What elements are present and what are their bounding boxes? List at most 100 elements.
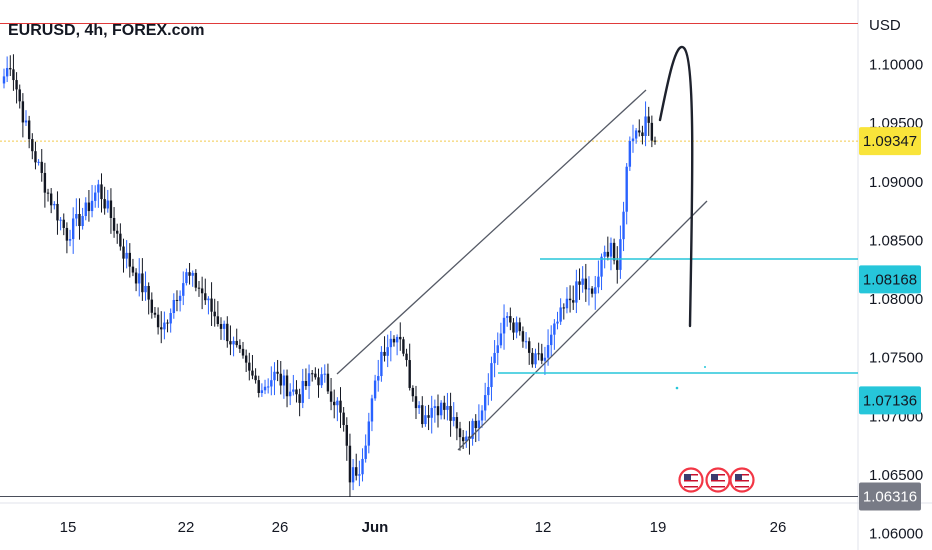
candle-body [389,338,393,348]
candle-body [546,345,550,358]
candle [515,316,518,339]
candle-body [222,323,226,329]
candle-body [9,68,12,70]
candle-body [185,272,188,284]
candle [49,188,53,214]
candle [279,360,282,395]
candle-body [62,219,65,228]
candle [288,383,292,406]
candle [383,336,386,362]
candle [144,271,147,301]
candle [653,136,657,145]
candle [581,266,584,293]
candle [540,343,543,365]
candle-body [175,299,179,301]
candle-body [483,395,487,411]
candle [483,382,487,421]
candle-body [496,345,499,353]
candle-body [392,338,396,343]
candle [638,119,641,137]
candle [606,236,610,261]
candle [210,282,213,326]
currency-label: USD [869,17,901,34]
candle-body [417,405,421,409]
candle [505,312,509,327]
candle [112,207,116,238]
candle [367,412,371,454]
candle-body [323,373,326,375]
candle-body [163,322,166,330]
projection-arrow-path[interactable] [658,45,694,328]
candle-body [446,405,449,410]
candle [320,367,323,388]
us-flag-event-icon-3[interactable] [729,467,755,493]
candle-body [257,380,260,393]
candle-body [449,405,452,421]
candle [490,356,493,401]
channel-upper-trendline[interactable] [336,89,647,375]
drawings[interactable] [336,45,858,451]
time-axis-ticks: 15 22 26 Jun 12 19 26 [60,519,787,536]
candle-body [518,322,521,332]
candle [194,269,198,292]
candle [87,190,91,222]
time-tick-label: 12 [535,519,552,536]
candle-body [383,351,386,356]
candle-body [650,122,654,141]
channel-lower-trendline[interactable] [457,200,708,451]
candle [439,400,443,420]
time-tick-label: 22 [178,519,195,536]
candle [531,348,534,368]
us-flag-event-icon-2[interactable] [705,467,731,493]
candle-body [131,266,135,273]
candle [12,54,15,91]
candle [348,433,352,497]
candle [584,263,588,302]
candle-body [364,445,367,459]
candle [163,311,166,340]
candlestick-series [2,54,657,497]
candle [178,290,182,312]
candle [587,276,591,306]
candle-body [373,380,377,399]
candle-body [200,288,204,294]
candle [386,334,389,368]
candle [521,326,525,348]
stray-dot-1 [704,366,706,368]
candle [282,369,286,399]
candle-body [625,166,628,212]
candle [436,394,440,428]
candle-body [251,370,254,376]
candle-body [326,373,330,392]
flag-stripe [735,480,749,482]
candle [298,388,301,417]
candle [389,330,393,362]
candle-body [241,348,245,356]
candle-body [556,321,559,324]
candle [2,68,6,89]
candle [408,343,411,391]
us-flag-event-icon-1[interactable] [678,467,704,493]
candle [241,341,245,359]
candle-body [490,363,493,388]
candle [128,243,131,278]
candle [622,201,625,252]
candle [650,115,654,148]
candle-body [590,288,594,294]
candle [116,223,119,244]
candle [122,238,125,273]
candle-body [166,322,169,324]
candle-body [2,76,6,84]
candle-body [606,251,610,257]
flag-stripe [735,486,749,488]
candle-body [436,406,440,416]
candle [172,293,176,319]
candle [628,136,632,171]
candle [75,198,78,227]
candle-body [474,420,477,429]
candle-body [12,69,15,81]
candle [53,201,56,210]
economic-events[interactable] [678,467,755,493]
candle [213,298,216,327]
